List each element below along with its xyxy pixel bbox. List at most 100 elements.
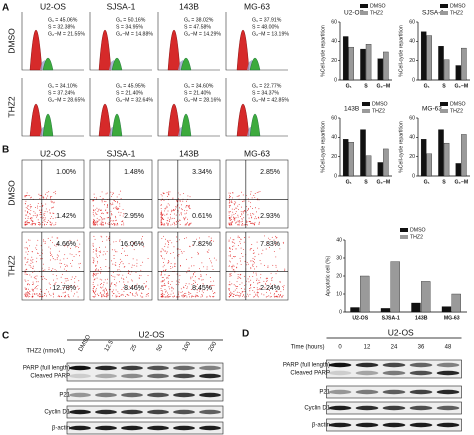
- event-dot: [234, 242, 236, 244]
- event-dot: [190, 278, 192, 280]
- event-dot: [114, 249, 116, 251]
- event-dot: [117, 223, 118, 225]
- event-dot: [247, 278, 249, 280]
- bar: [383, 51, 389, 81]
- event-dot: [24, 247, 26, 249]
- scatter-frame: [157, 159, 221, 229]
- blot-band: [328, 370, 352, 376]
- event-dot: [94, 292, 96, 294]
- event-dot: [71, 265, 73, 267]
- event-dot: [172, 251, 174, 253]
- event-dot: [52, 294, 54, 295]
- g2-peak: [111, 57, 123, 71]
- event-dot: [241, 218, 243, 220]
- event-dot: [118, 292, 120, 294]
- event-dot: [201, 262, 203, 264]
- blot-band: [409, 389, 433, 395]
- event-dot: [275, 273, 277, 275]
- event-dot: [64, 282, 66, 284]
- event-dot: [24, 273, 26, 275]
- event-dot: [166, 277, 168, 279]
- event-dot: [164, 284, 166, 286]
- blot-band: [121, 365, 143, 371]
- event-dot: [230, 293, 232, 295]
- g2-peak: [249, 57, 261, 71]
- event-dot: [99, 209, 101, 211]
- legend-label: DMSO: [372, 101, 388, 107]
- event-dot: [105, 223, 107, 225]
- event-dot: [75, 286, 77, 288]
- event-dot: [119, 205, 121, 207]
- event-dot: [237, 235, 239, 237]
- event-dot: [228, 214, 230, 216]
- event-dot: [168, 260, 170, 262]
- event-dot: [54, 190, 56, 192]
- event-dot: [233, 208, 235, 210]
- event-dot: [270, 272, 272, 274]
- event-dot: [61, 295, 62, 297]
- event-dot: [163, 262, 165, 263]
- event-dot: [244, 237, 245, 238]
- event-dot: [266, 291, 267, 293]
- cycle-fraction: G₂−M = 14.29%: [184, 31, 221, 37]
- event-dot: [43, 215, 45, 217]
- event-dot: [229, 273, 231, 275]
- cycle-fraction: G₁ = 45.95%: [116, 83, 146, 89]
- event-dot: [131, 266, 133, 268]
- event-dot: [121, 224, 123, 226]
- event-dot: [93, 286, 95, 287]
- event-dot: [68, 289, 70, 291]
- event-dot: [143, 246, 145, 248]
- event-dot: [56, 243, 58, 245]
- event-dot: [163, 283, 165, 285]
- event-dot: [160, 216, 162, 218]
- event-dot: [169, 191, 171, 193]
- event-dot: [121, 277, 123, 279]
- event-dot: [199, 288, 201, 290]
- event-dot: [32, 281, 34, 283]
- blot-band: [69, 409, 91, 415]
- event-dot: [123, 222, 125, 224]
- event-dot: [161, 238, 163, 239]
- event-dot: [27, 261, 29, 263]
- event-dot: [112, 289, 114, 291]
- event-dot: [106, 295, 108, 296]
- event-dot: [283, 289, 285, 291]
- event-dot: [28, 239, 29, 241]
- event-dot: [92, 214, 94, 216]
- event-dot: [252, 252, 254, 254]
- event-dot: [237, 224, 239, 225]
- event-dot: [107, 294, 109, 296]
- event-dot: [249, 293, 251, 295]
- event-dot: [276, 241, 278, 243]
- event-dot: [56, 257, 58, 259]
- event-dot: [31, 288, 33, 290]
- bar: [438, 129, 444, 177]
- event-dot: [122, 215, 124, 217]
- event-dot: [250, 213, 252, 215]
- event-dot: [110, 203, 112, 205]
- event-dot: [45, 203, 47, 205]
- event-dot: [180, 288, 182, 290]
- event-dot: [147, 293, 148, 295]
- event-dot: [104, 292, 106, 294]
- event-dot: [93, 222, 95, 224]
- event-dot: [32, 289, 34, 291]
- event-dot: [208, 236, 210, 238]
- event-dot: [173, 213, 175, 215]
- event-dot: [175, 224, 177, 225]
- event-dot: [37, 294, 39, 296]
- event-dot: [206, 285, 208, 287]
- event-dot: [122, 263, 124, 265]
- quadrant-percent: 1.48%: [124, 169, 144, 176]
- x-tick-label: MG-63: [444, 315, 460, 321]
- event-dot: [97, 270, 99, 272]
- event-dot: [188, 207, 190, 208]
- event-dot: [273, 250, 275, 252]
- event-dot: [44, 217, 46, 219]
- event-dot: [115, 201, 117, 203]
- event-dot: [160, 194, 162, 196]
- event-dot: [230, 216, 232, 218]
- event-dot: [133, 285, 135, 287]
- event-dot: [252, 213, 253, 215]
